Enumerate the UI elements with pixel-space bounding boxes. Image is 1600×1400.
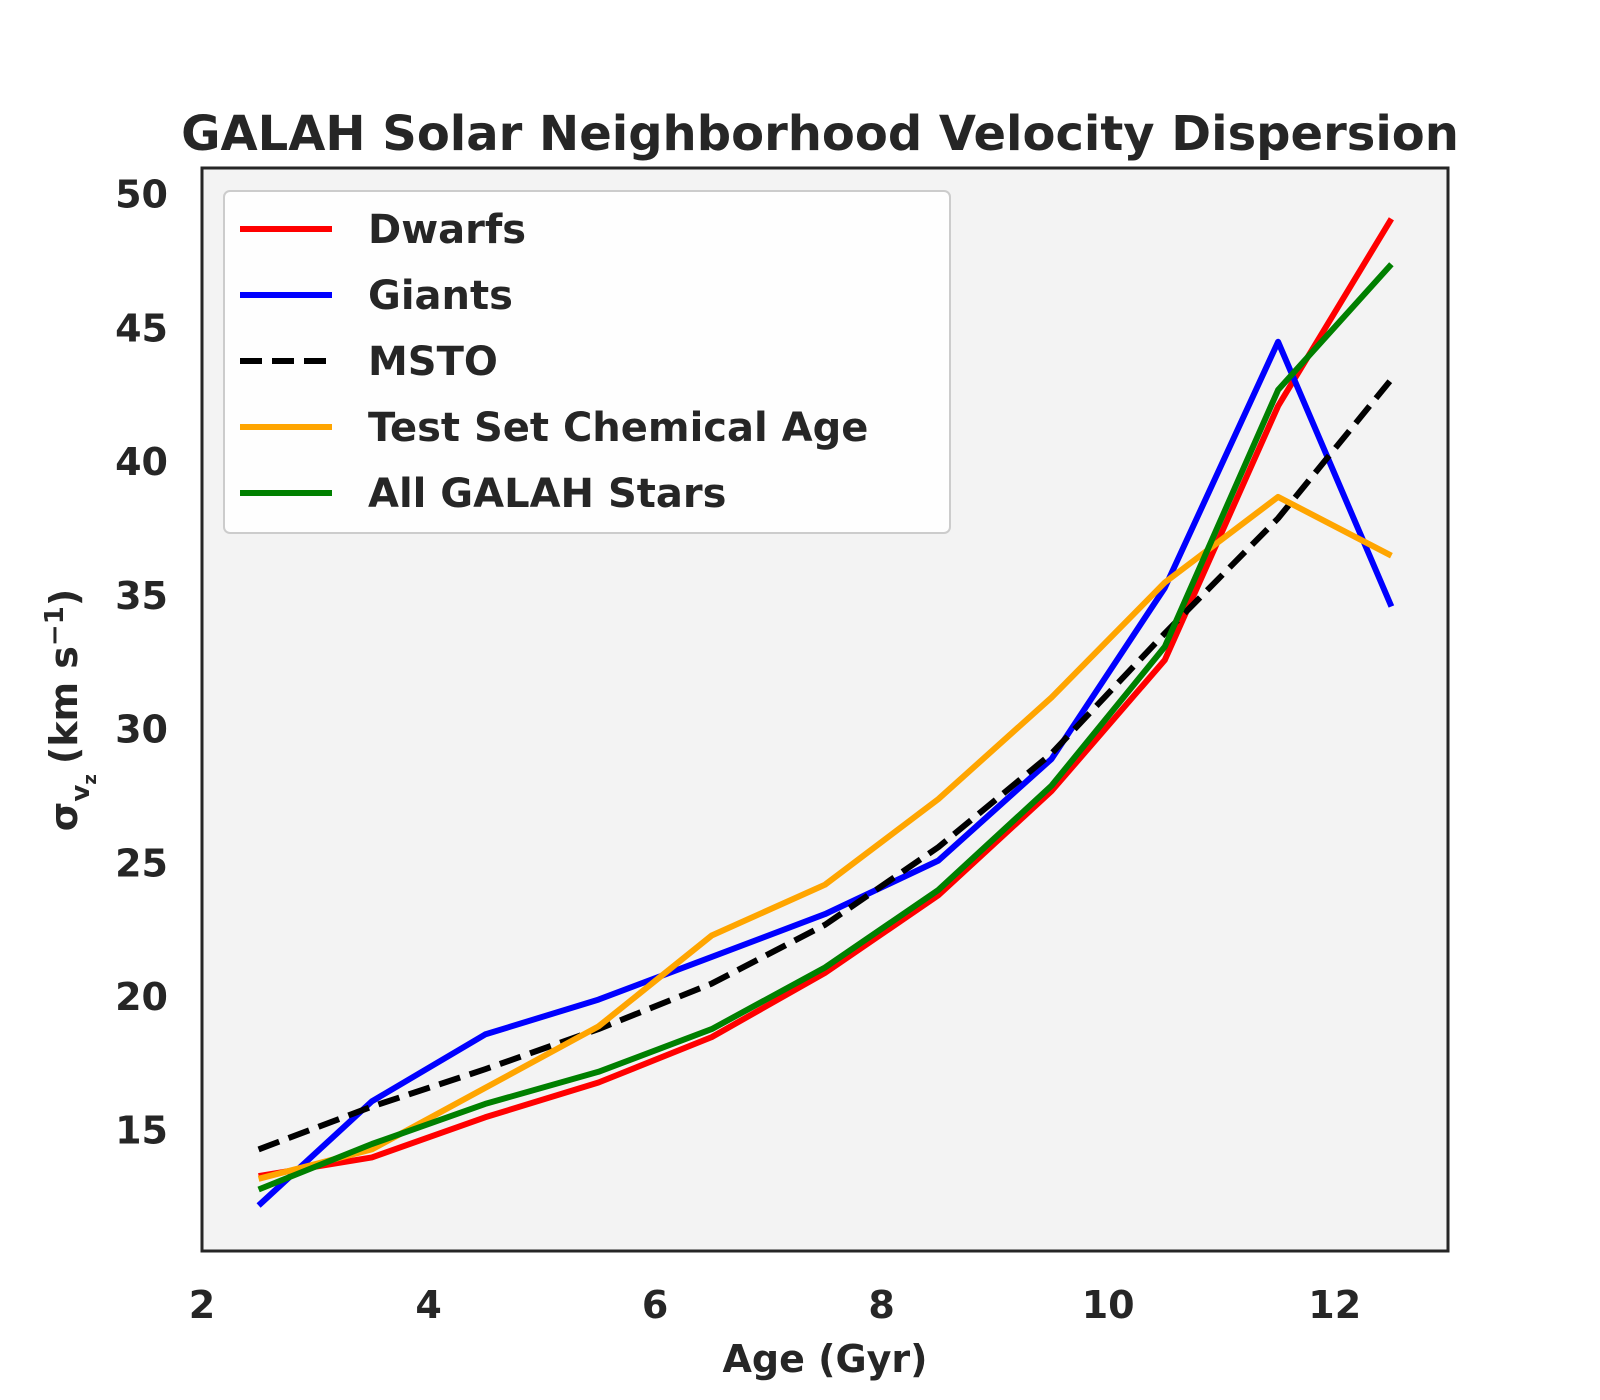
legend-label: Giants [368,273,513,319]
series-line-giants [256,338,1395,1208]
series-line-msto [257,377,1394,1153]
y-axis-label-sub-v: v [66,785,96,802]
y-axis-label-exp: −1 [40,606,70,646]
y-tick-label: 30 [115,708,168,752]
y-tick-label: 35 [115,574,168,618]
x-tick-label: 2 [189,1283,215,1327]
x-tick-label: 6 [642,1283,668,1327]
y-tick-label: 25 [115,841,168,885]
y-axis-label-sub-z: z [80,774,101,784]
y-tick-label: 45 [115,306,168,350]
x-axis-ticks: 2 4 6 8 10 12 [189,1283,1361,1327]
legend-box [223,190,951,534]
series-lines [256,217,1395,1208]
x-tick-label: 10 [1082,1283,1135,1327]
y-axis-ticks: 15 20 25 30 35 40 45 50 [115,173,168,1153]
series-line-all-galah-stars [257,262,1394,1193]
y-tick-label: 20 [115,975,168,1019]
y-tick-label: 50 [115,173,168,217]
legend: Dwarfs Giants MSTO Test Set Chemical Age All… [223,190,951,534]
legend-label: MSTO [368,339,498,385]
x-tick-label: 8 [868,1283,894,1327]
y-axis-label-units: (km s [42,646,86,764]
y-tick-label: 40 [115,440,168,484]
plot-frame [200,166,1450,1253]
x-tick-label: 12 [1308,1283,1361,1327]
legend-label: All GALAH Stars [368,471,726,517]
x-axis-label: Age (Gyr) [722,1337,927,1381]
x-tick-label: 4 [415,1283,441,1327]
legend-label: Test Set Chemical Age [368,405,868,451]
y-tick-label: 15 [115,1109,168,1153]
chart-title: GALAH Solar Neighborhood Velocity Disper… [181,106,1459,162]
legend-label: Dwarfs [368,207,526,253]
y-axis-label: σvz (km s−1) [40,589,101,831]
y-axis-label-close: ) [42,589,86,606]
y-axis-label-symbol: σ [42,802,86,832]
series-line-dwarfs [258,217,1394,1180]
